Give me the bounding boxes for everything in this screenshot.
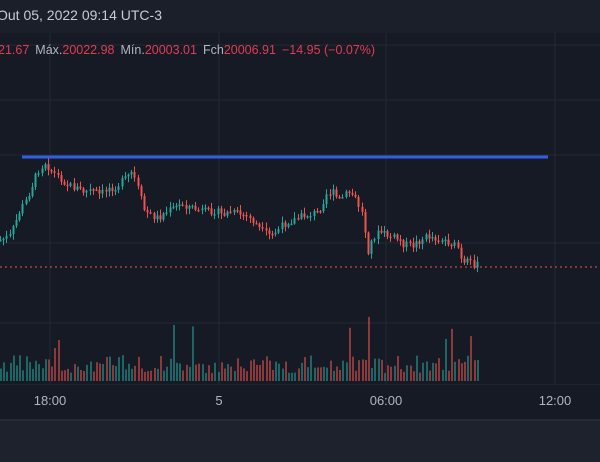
low-label: Mín. bbox=[120, 43, 145, 57]
close-label: Fch bbox=[202, 43, 224, 57]
ohlc-legend: 21.67 Máx.20022.98 Mín.20003.01 Fch20006.91… bbox=[0, 43, 375, 57]
high-label: Máx. bbox=[35, 43, 63, 57]
close-value: 20006.91 bbox=[223, 43, 276, 57]
chart-header-bar: Out 05, 2022 09:14 UTC-3 bbox=[0, 0, 600, 33]
time-label: 06:00 bbox=[369, 393, 403, 408]
price-chart[interactable] bbox=[0, 33, 600, 384]
time-label: 12:00 bbox=[538, 393, 572, 408]
volume-bars bbox=[0, 316, 479, 381]
chart-area[interactable] bbox=[0, 33, 600, 384]
time-axis[interactable]: 18:00 5 06:00 12:00 bbox=[0, 384, 600, 420]
date-title: Out 05, 2022 09:14 UTC-3 bbox=[0, 7, 162, 23]
low-value: 20003.01 bbox=[144, 43, 197, 57]
time-label: 18:00 bbox=[33, 393, 67, 408]
time-label: 5 bbox=[215, 393, 223, 408]
grid-lines bbox=[0, 33, 600, 384]
open-value: 21.67 bbox=[0, 43, 30, 57]
change-value: −14.95 (−0.07%) bbox=[281, 43, 376, 57]
bottom-panel bbox=[0, 419, 600, 462]
high-value: 20022.98 bbox=[62, 43, 115, 57]
candlesticks bbox=[0, 158, 479, 273]
